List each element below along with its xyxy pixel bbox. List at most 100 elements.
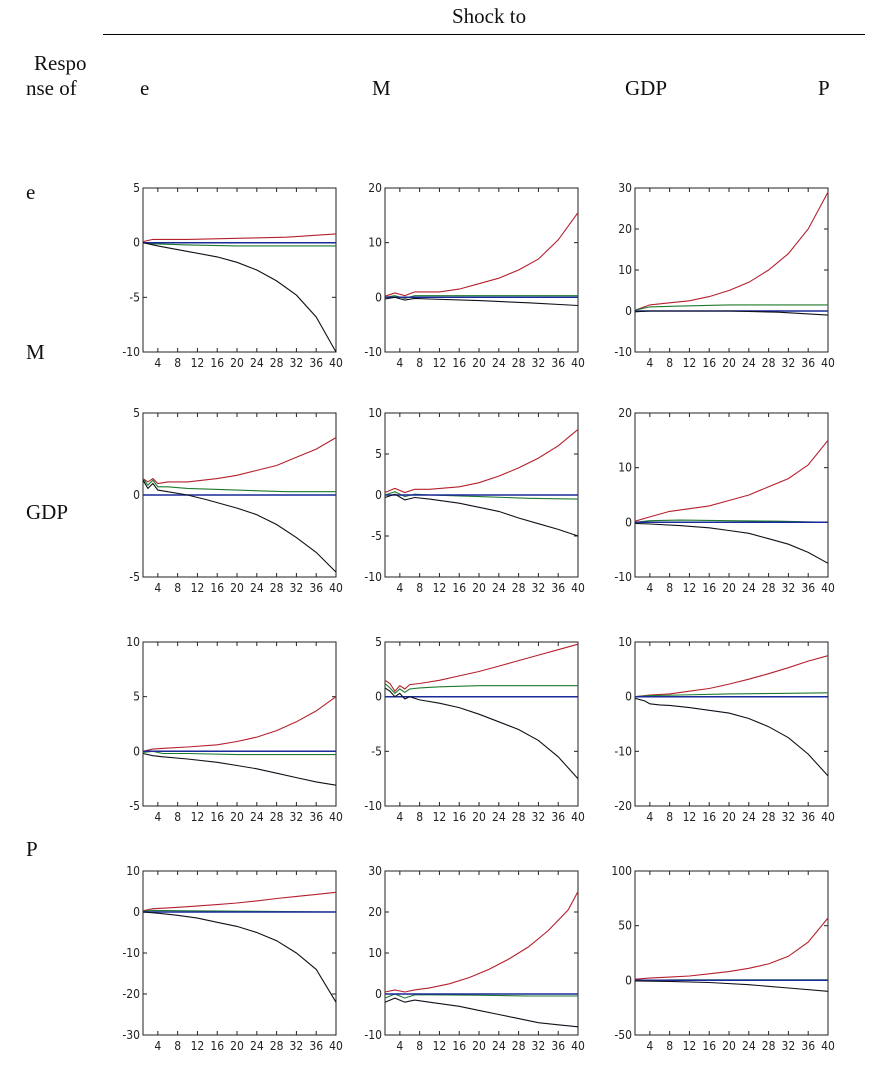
series-line-lower <box>142 479 337 573</box>
x-tick-label: 8 <box>416 810 423 824</box>
x-tick-label: 8 <box>666 1039 673 1053</box>
y-tick-label: -10 <box>364 345 382 359</box>
y-tick-label: -10 <box>614 570 632 584</box>
y-tick-label: 100 <box>611 864 632 878</box>
series-line-upper <box>142 233 337 243</box>
y-tick-label: 0 <box>133 236 140 250</box>
y-tick-label: 0 <box>133 488 140 502</box>
x-tick-label: 40 <box>821 810 835 824</box>
series-line-mid <box>634 519 829 523</box>
x-tick-label: 36 <box>309 1039 323 1053</box>
panel-frame <box>634 641 829 807</box>
y-tick-label: 10 <box>618 635 632 649</box>
series-line-lower <box>634 980 829 992</box>
x-tick-label: 12 <box>433 1039 447 1053</box>
series-line-lower <box>142 911 337 1003</box>
x-tick-label: 40 <box>571 1039 585 1053</box>
y-tick-label: -5 <box>129 570 140 584</box>
y-tick-label: -10 <box>122 946 140 960</box>
x-tick-label: 36 <box>551 581 565 595</box>
x-tick-label: 24 <box>742 581 756 595</box>
x-tick-label: 16 <box>452 810 466 824</box>
y-tick-label: 0 <box>625 304 632 318</box>
series-line-upper <box>142 891 337 912</box>
x-tick-label: 28 <box>270 356 284 370</box>
col-label-p: P <box>818 76 830 100</box>
x-tick-label: 32 <box>782 581 796 595</box>
x-tick-label: 32 <box>290 1039 304 1053</box>
y-tick-label: 20 <box>368 905 382 919</box>
x-tick-label: 16 <box>210 1039 224 1053</box>
y-tick-label: -10 <box>364 799 382 813</box>
y-tick-label: 0 <box>625 690 632 704</box>
irf-panel-r1-c2: 20 10 0 -10 4 8 12 16 20 24 28 32 36 40 <box>614 406 835 595</box>
x-tick-label: 24 <box>250 810 264 824</box>
row-label-e: e <box>26 180 36 204</box>
y-tick-label: 10 <box>368 946 382 960</box>
x-tick-label: 16 <box>452 356 466 370</box>
x-tick-label: 28 <box>270 810 284 824</box>
x-tick-label: 20 <box>472 1039 486 1053</box>
x-tick-label: 36 <box>801 356 815 370</box>
x-tick-label: 24 <box>492 810 506 824</box>
y-tick-label: 10 <box>126 635 140 649</box>
x-tick-label: 28 <box>512 1039 526 1053</box>
x-tick-label: 24 <box>250 356 264 370</box>
series-line-lower <box>142 752 337 786</box>
panel-frame <box>384 641 579 807</box>
x-tick-label: 8 <box>416 1039 423 1053</box>
x-tick-label: 16 <box>452 1039 466 1053</box>
y-tick-label: 5 <box>133 181 140 195</box>
irf-panel-r3-c0: 10 0 -10 -20 -30 4 8 12 16 20 24 28 32 36 40 <box>122 864 343 1053</box>
y-tick-label: -10 <box>614 744 632 758</box>
y-tick-label: 10 <box>126 864 140 878</box>
shock-to-label: Shock to <box>452 4 527 28</box>
y-tick-label: 0 <box>133 905 140 919</box>
x-tick-label: 24 <box>250 581 264 595</box>
x-tick-label: 4 <box>396 810 403 824</box>
x-tick-label: 36 <box>801 810 815 824</box>
x-tick-label: 32 <box>532 1039 546 1053</box>
row-label-p: P <box>26 837 38 861</box>
series-line-upper <box>634 191 829 311</box>
x-tick-label: 4 <box>396 356 403 370</box>
y-tick-label: 20 <box>618 222 632 236</box>
x-tick-label: 4 <box>646 810 653 824</box>
panel-frame <box>384 187 579 353</box>
y-tick-label: -50 <box>614 1028 632 1042</box>
x-tick-label: 28 <box>512 810 526 824</box>
x-tick-label: 20 <box>722 356 736 370</box>
x-tick-label: 16 <box>702 356 716 370</box>
y-tick-label: 20 <box>368 181 382 195</box>
y-tick-label: 30 <box>368 864 382 878</box>
y-tick-label: 5 <box>375 635 382 649</box>
x-tick-label: 32 <box>782 1039 796 1053</box>
x-tick-label: 20 <box>230 581 244 595</box>
x-tick-label: 20 <box>722 810 736 824</box>
x-tick-label: 40 <box>821 356 835 370</box>
y-tick-label: 10 <box>368 406 382 420</box>
series-line-upper <box>384 212 579 297</box>
series-line-upper <box>634 439 829 522</box>
x-tick-label: 4 <box>646 1039 653 1053</box>
x-tick-label: 40 <box>329 356 343 370</box>
series-line-mid <box>142 242 336 247</box>
x-tick-label: 4 <box>646 356 653 370</box>
x-tick-label: 8 <box>416 356 423 370</box>
x-tick-label: 24 <box>492 581 506 595</box>
x-tick-label: 16 <box>452 581 466 595</box>
x-tick-label: 8 <box>174 1039 181 1053</box>
y-tick-label: 5 <box>133 406 140 420</box>
y-tick-label: -10 <box>614 345 632 359</box>
y-tick-label: -10 <box>364 1028 382 1042</box>
x-tick-label: 4 <box>154 1039 161 1053</box>
y-tick-label: 0 <box>133 744 140 758</box>
x-tick-label: 12 <box>433 356 447 370</box>
x-tick-label: 16 <box>210 581 224 595</box>
x-tick-label: 8 <box>416 581 423 595</box>
col-label-e: e <box>140 76 150 100</box>
y-tick-label: 0 <box>625 973 632 987</box>
x-tick-label: 28 <box>512 581 526 595</box>
y-tick-label: 30 <box>618 181 632 195</box>
